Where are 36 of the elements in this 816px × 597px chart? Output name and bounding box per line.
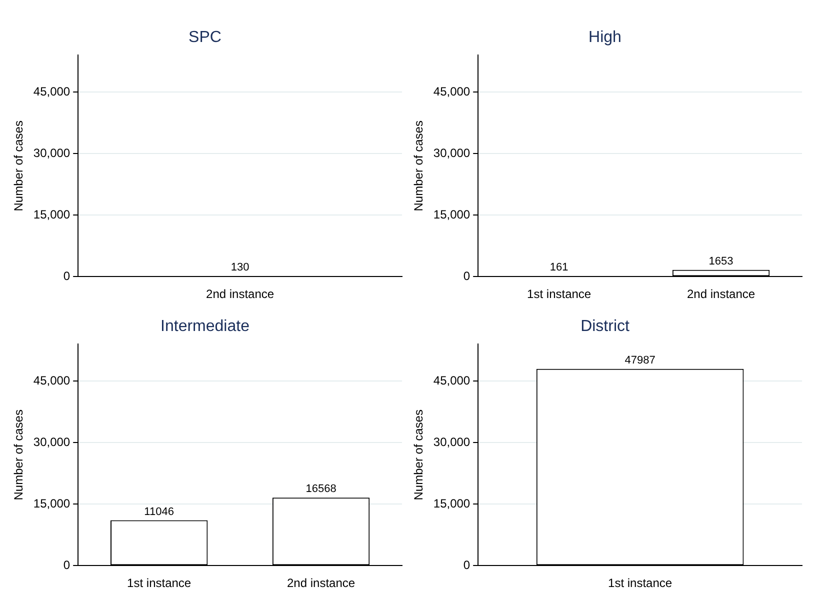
- chart-title: Intermediate: [160, 318, 250, 336]
- x-tick-label: 1st instance: [608, 576, 672, 590]
- y-axis-title: Number of cases: [412, 410, 426, 500]
- y-tick-label: 45,000: [33, 373, 70, 388]
- y-axis-title: Number of cases: [12, 120, 26, 212]
- y-tick-label: 15,000: [33, 496, 70, 510]
- y-tick-label: 30,000: [433, 146, 470, 160]
- chart-title: SPC: [188, 29, 222, 46]
- x-tick-label: 1st instance: [127, 576, 192, 590]
- y-tick-label: 15,000: [33, 207, 70, 222]
- data-label: 47987: [624, 354, 656, 366]
- chart-title: District: [580, 318, 630, 336]
- y-tick-label: 0: [63, 268, 70, 283]
- data-label: 130: [230, 262, 250, 274]
- y-axis-title: Number of cases: [412, 120, 426, 212]
- y-tick-label: 45,000: [433, 373, 470, 388]
- y-axis-title: Number of cases: [12, 410, 26, 500]
- x-tick-label: 1st instance: [527, 287, 592, 302]
- y-tick-label: 0: [463, 268, 470, 283]
- y-tick-label: 30,000: [433, 434, 470, 449]
- y-tick-label: 30,000: [33, 146, 70, 160]
- chart-title: High: [588, 29, 622, 46]
- data-label: 11046: [144, 506, 174, 518]
- data-label: 1653: [708, 255, 734, 268]
- y-tick-label: 30,000: [33, 434, 70, 449]
- y-tick-label: 45,000: [33, 84, 70, 98]
- y-tick-label: 15,000: [433, 207, 470, 222]
- y-tick-label: 45,000: [433, 84, 470, 98]
- y-tick-label: 15,000: [433, 496, 470, 510]
- y-tick-label: 0: [63, 558, 70, 572]
- data-label: 161: [550, 261, 568, 274]
- x-tick-label: 2nd instance: [206, 287, 274, 302]
- data-label: 16568: [306, 483, 336, 496]
- x-tick-label: 2nd instance: [686, 287, 756, 302]
- y-tick-label: 0: [463, 558, 470, 572]
- x-tick-label: 2nd instance: [286, 576, 356, 590]
